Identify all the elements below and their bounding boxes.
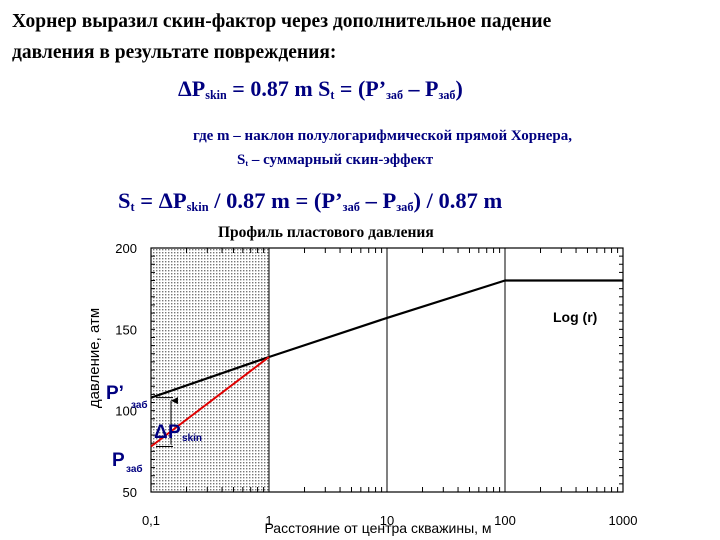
formula-total-skin: St = ΔPskin / 0.87 m = (P’заб – Pзаб) / …	[118, 188, 502, 215]
damaged-zone-shading	[151, 248, 269, 492]
dp-p: P	[168, 422, 181, 443]
delta-p-skin-label: Δ P skin	[154, 422, 202, 444]
definitions: где m – наклон полулогарифмической прямо…	[193, 124, 572, 176]
formula-sub: заб	[386, 88, 404, 103]
def-sub: t	[245, 159, 249, 169]
formula-part: – P	[359, 188, 397, 213]
formula-part: ) / 0.87 m	[413, 188, 503, 213]
formula-skin-pressure-drop: ΔPskin = 0.87 m St = (P’заб – Pзаб)	[178, 76, 463, 103]
formula-sub: t	[130, 200, 135, 215]
delta-symbol: Δ	[178, 76, 192, 101]
formula-sub: заб	[342, 200, 360, 215]
y-tick-label: 200	[115, 241, 137, 256]
y-tick-label: 150	[115, 322, 137, 337]
def-symbol: S	[237, 152, 246, 168]
formula-part: P	[191, 76, 206, 101]
chart-title: Профиль пластового давления	[218, 224, 434, 241]
x-tick-label: 100	[494, 513, 516, 528]
actual-pressure-line	[150, 279, 623, 399]
delta-symbol: Δ	[158, 188, 173, 213]
def-text: – суммарный скин-эффект	[248, 152, 434, 168]
p-prime-sub: заб	[131, 399, 148, 411]
plot-frame	[150, 247, 624, 493]
formula-part: P	[172, 188, 187, 213]
log-r-annotation: Log (r)	[553, 309, 597, 325]
formula-part: – P	[403, 76, 439, 101]
p-text: P	[112, 450, 125, 471]
x-tick-label: 10	[380, 513, 394, 528]
p-zab-label: P заб	[112, 450, 143, 475]
formula-sub: заб	[396, 200, 414, 215]
formula-part: / 0.87 m = (P’	[208, 188, 343, 213]
x-axis-label: Расстояние от центра скважины, м	[264, 520, 491, 536]
x-tick-label: 1	[265, 513, 272, 528]
x-tick-label: 1000	[609, 513, 638, 528]
formula-sub: t	[330, 88, 335, 103]
formula-part: = (P’	[334, 76, 387, 101]
x-tick-label: 0,1	[142, 513, 160, 528]
intro-line-2: давления в результате повреждения:	[12, 42, 337, 63]
formula-part: )	[455, 76, 463, 101]
formula-sub: заб	[438, 88, 456, 103]
intro-text: Хорнер выразил скин-фактор через дополни…	[12, 6, 712, 68]
y-axis-label: давление, атм	[86, 308, 103, 408]
dp-sub: skin	[182, 433, 202, 444]
definition-st: St – суммарный скин-эффект	[193, 148, 572, 176]
dp-delta: Δ	[154, 422, 168, 443]
y-tick-label: 50	[123, 485, 137, 500]
intro-line-1: Хорнер выразил скин-фактор через дополни…	[12, 11, 552, 32]
p-prime-text: P’	[106, 383, 124, 404]
p-sub: заб	[126, 463, 143, 475]
p-prime-zab-label: P’ заб	[106, 383, 148, 411]
formula-part: S	[118, 188, 131, 213]
formula-sub: skin	[205, 88, 227, 103]
formula-sub: skin	[186, 200, 209, 215]
formula-part: = 0.87 m S	[226, 76, 331, 101]
formula-part: =	[134, 188, 159, 213]
y-tick-label: 100	[115, 404, 137, 419]
definition-m: где m – наклон полулогарифмической прямо…	[193, 128, 572, 144]
